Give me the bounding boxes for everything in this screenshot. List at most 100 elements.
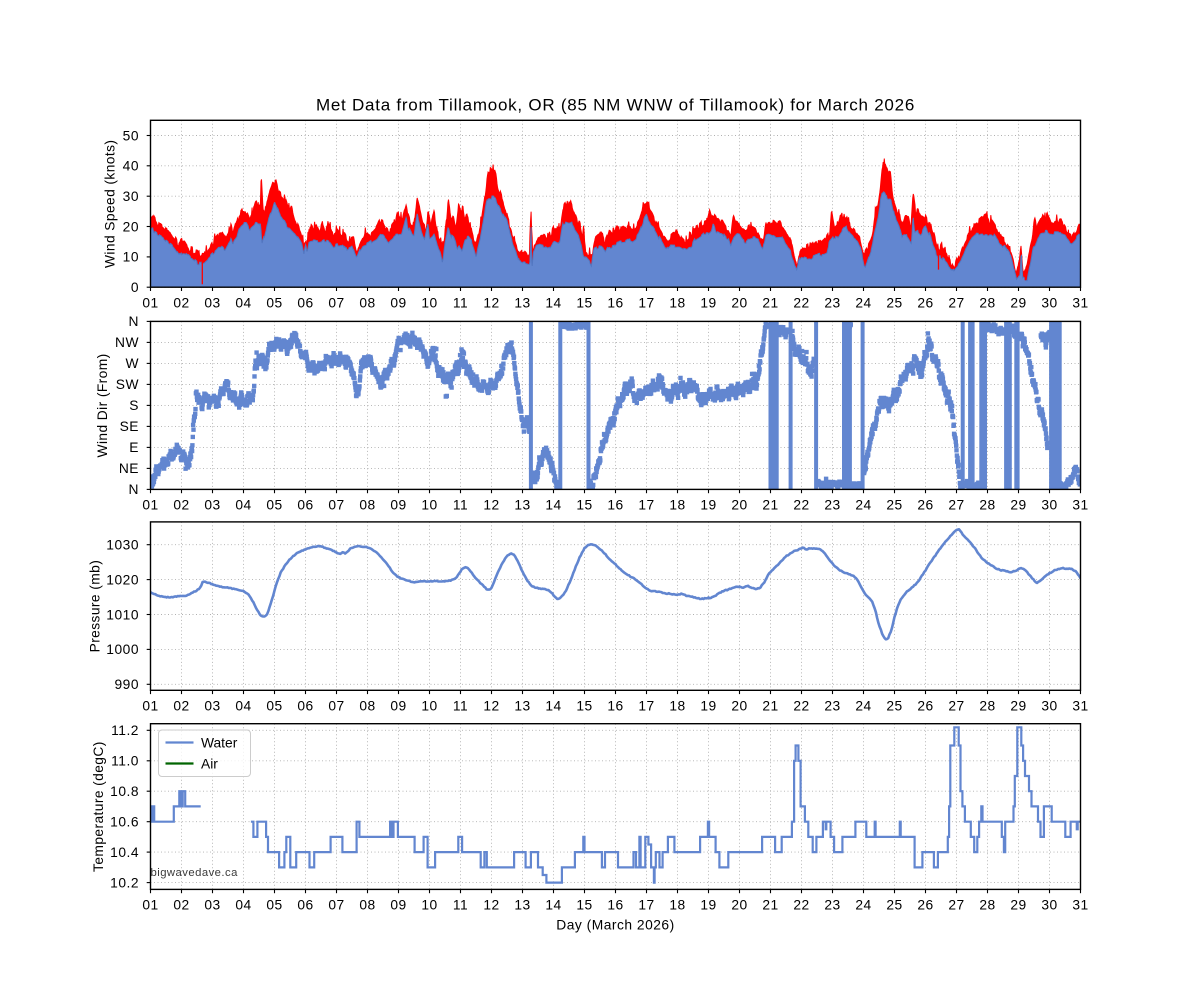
svg-text:30: 30 xyxy=(123,189,139,204)
svg-text:24: 24 xyxy=(855,296,871,311)
svg-text:19: 19 xyxy=(700,699,716,714)
svg-text:1030: 1030 xyxy=(106,538,139,553)
svg-text:990: 990 xyxy=(114,677,139,692)
svg-text:27: 27 xyxy=(948,296,964,311)
svg-text:05: 05 xyxy=(266,296,282,311)
svg-text:Pressure (mb): Pressure (mb) xyxy=(88,560,103,653)
svg-text:06: 06 xyxy=(297,498,313,513)
svg-text:30: 30 xyxy=(1041,898,1057,913)
svg-text:16: 16 xyxy=(607,898,623,913)
svg-text:23: 23 xyxy=(824,898,840,913)
svg-text:14: 14 xyxy=(545,898,561,913)
svg-text:06: 06 xyxy=(297,296,313,311)
svg-text:30: 30 xyxy=(1041,699,1057,714)
svg-text:14: 14 xyxy=(545,699,561,714)
svg-text:04: 04 xyxy=(235,898,251,913)
svg-text:29: 29 xyxy=(1010,898,1026,913)
svg-text:31: 31 xyxy=(1072,898,1088,913)
svg-text:23: 23 xyxy=(824,498,840,513)
svg-text:11.0: 11.0 xyxy=(111,754,139,769)
svg-text:09: 09 xyxy=(390,498,406,513)
svg-text:27: 27 xyxy=(948,699,964,714)
svg-text:20: 20 xyxy=(731,296,747,311)
svg-text:10.6: 10.6 xyxy=(110,815,139,830)
svg-text:25: 25 xyxy=(886,296,902,311)
svg-text:30: 30 xyxy=(1041,498,1057,513)
svg-text:29: 29 xyxy=(1010,699,1026,714)
svg-text:25: 25 xyxy=(886,498,902,513)
svg-text:31: 31 xyxy=(1072,699,1088,714)
svg-text:21: 21 xyxy=(762,898,778,913)
svg-text:06: 06 xyxy=(297,699,313,714)
svg-text:10: 10 xyxy=(421,699,437,714)
svg-text:01: 01 xyxy=(142,898,158,913)
svg-text:28: 28 xyxy=(979,898,995,913)
svg-text:31: 31 xyxy=(1072,498,1088,513)
svg-text:1020: 1020 xyxy=(106,572,139,587)
svg-text:11: 11 xyxy=(453,699,468,714)
svg-text:12: 12 xyxy=(483,296,499,311)
svg-text:bigwavedave.ca: bigwavedave.ca xyxy=(151,867,239,879)
svg-text:10.2: 10.2 xyxy=(110,875,139,890)
svg-text:07: 07 xyxy=(328,699,344,714)
svg-text:Met Data from Tillamook, OR (8: Met Data from Tillamook, OR (85 NM WNW o… xyxy=(316,96,915,115)
svg-text:10: 10 xyxy=(421,498,437,513)
svg-text:19: 19 xyxy=(700,498,716,513)
svg-text:28: 28 xyxy=(979,699,995,714)
svg-text:04: 04 xyxy=(235,296,251,311)
svg-text:1000: 1000 xyxy=(106,642,139,657)
svg-text:02: 02 xyxy=(173,498,189,513)
svg-text:03: 03 xyxy=(204,699,220,714)
svg-text:17: 17 xyxy=(638,898,654,913)
svg-text:19: 19 xyxy=(700,898,716,913)
svg-text:15: 15 xyxy=(576,699,592,714)
svg-text:02: 02 xyxy=(173,699,189,714)
svg-text:10: 10 xyxy=(421,898,437,913)
svg-text:05: 05 xyxy=(266,498,282,513)
svg-text:17: 17 xyxy=(638,296,654,311)
svg-text:06: 06 xyxy=(297,898,313,913)
svg-text:SE: SE xyxy=(120,419,139,434)
svg-text:15: 15 xyxy=(576,898,592,913)
svg-text:04: 04 xyxy=(235,498,251,513)
svg-text:N: N xyxy=(129,482,139,497)
svg-text:13: 13 xyxy=(514,898,530,913)
svg-text:26: 26 xyxy=(917,898,933,913)
svg-text:NW: NW xyxy=(115,335,139,350)
svg-text:21: 21 xyxy=(762,498,778,513)
svg-text:10.8: 10.8 xyxy=(110,784,139,799)
svg-text:12: 12 xyxy=(483,898,499,913)
svg-text:22: 22 xyxy=(793,898,809,913)
svg-text:26: 26 xyxy=(917,498,933,513)
svg-text:15: 15 xyxy=(576,296,592,311)
svg-text:07: 07 xyxy=(328,498,344,513)
svg-text:29: 29 xyxy=(1010,296,1026,311)
svg-text:23: 23 xyxy=(824,296,840,311)
svg-text:1010: 1010 xyxy=(106,607,139,622)
svg-text:20: 20 xyxy=(123,219,139,234)
svg-text:Water: Water xyxy=(201,735,238,750)
svg-text:21: 21 xyxy=(762,699,778,714)
svg-text:16: 16 xyxy=(607,498,623,513)
svg-text:24: 24 xyxy=(855,699,871,714)
svg-text:07: 07 xyxy=(328,296,344,311)
svg-text:14: 14 xyxy=(545,296,561,311)
svg-text:18: 18 xyxy=(669,296,685,311)
svg-text:12: 12 xyxy=(483,699,499,714)
svg-text:10.4: 10.4 xyxy=(110,845,139,860)
svg-text:10: 10 xyxy=(123,250,139,265)
svg-text:31: 31 xyxy=(1072,296,1088,311)
svg-text:09: 09 xyxy=(390,699,406,714)
svg-text:26: 26 xyxy=(917,699,933,714)
svg-text:28: 28 xyxy=(979,296,995,311)
svg-text:14: 14 xyxy=(545,498,561,513)
svg-text:SW: SW xyxy=(116,377,139,392)
svg-text:11: 11 xyxy=(453,498,468,513)
svg-text:E: E xyxy=(129,440,139,455)
svg-text:20: 20 xyxy=(731,699,747,714)
svg-text:50: 50 xyxy=(123,128,139,143)
svg-text:08: 08 xyxy=(359,699,375,714)
svg-text:09: 09 xyxy=(390,296,406,311)
svg-text:23: 23 xyxy=(824,699,840,714)
svg-text:30: 30 xyxy=(1041,296,1057,311)
